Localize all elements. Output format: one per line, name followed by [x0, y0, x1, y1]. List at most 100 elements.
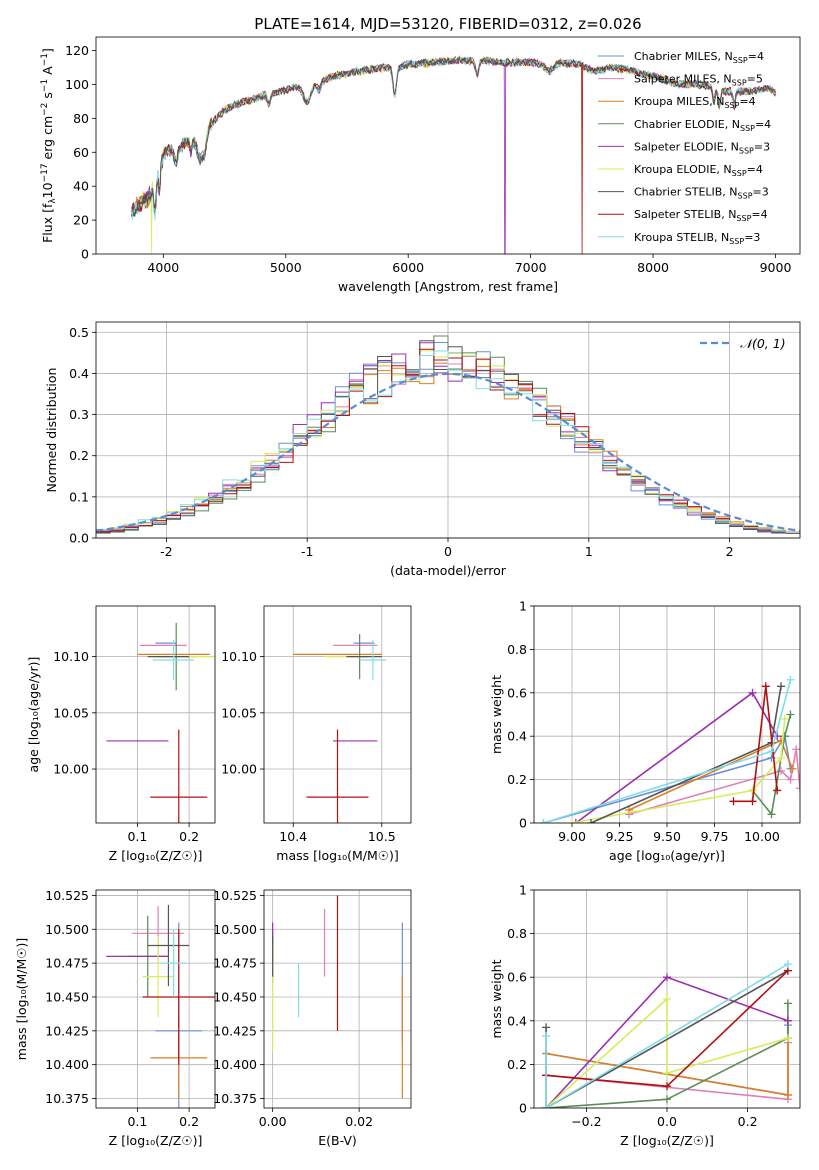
weight-marker	[748, 797, 757, 806]
errorbar	[147, 904, 190, 987]
weight-marker	[780, 714, 789, 723]
legend-name: Chabrier MILES, N	[634, 50, 733, 63]
weight-marker	[568, 819, 576, 823]
plot-area	[106, 622, 215, 823]
x-tick-label: 6000	[392, 260, 424, 275]
y-tick-label: 0.6	[507, 685, 527, 700]
weight-marker	[783, 960, 792, 969]
weight-line	[733, 685, 778, 803]
ticks: 4000 5000 6000 7000 8000 9000 0 20 40 60 80 100 120	[65, 43, 791, 275]
weight-marker	[542, 1023, 551, 1032]
y-axis-label: Flux [fλ10−17 erg cm−2 s−1 A−1]	[40, 48, 58, 243]
ticks: 10.4 10.5 10.00 10.05 10.10	[221, 649, 395, 844]
weight-marker	[773, 732, 782, 741]
x-tick-label: 2	[726, 544, 734, 559]
y-tick-label: 10.400	[213, 1057, 257, 1072]
y-tick-label: 0.2	[69, 448, 89, 463]
weight-marker	[761, 682, 770, 691]
ticks: −0.2 0.0 0.2 0 0.2 0.4 0.6 0.8 1	[507, 883, 757, 1130]
y-tick-label: 0	[519, 1101, 527, 1116]
y-tick-label: 0.0	[69, 531, 89, 546]
y-tick-label: 10.450	[45, 989, 89, 1004]
age-vs-mass-panel: 10.4 10.5 10.00 10.05 10.10 mass [log₁₀(M/M☉)…	[221, 605, 412, 863]
legend-label: Salpeter MILES, NSSP=5	[634, 73, 763, 88]
weight-marker	[786, 710, 795, 719]
mass-vs-reddening-panel: 0.00 0.02 10.375 10.400 10.425 10.450 10.475 10…	[213, 888, 412, 1148]
weight-marker	[767, 747, 776, 756]
gridlines	[534, 605, 800, 824]
legend-name: Chabrier STELIB, N	[634, 186, 738, 199]
legend-name: Kroupa STELIB, N	[634, 231, 729, 244]
y-tick-label: 100	[65, 77, 89, 92]
plot-area	[272, 895, 403, 1099]
spectrum-line	[131, 56, 776, 217]
y-tick-label: 10.10	[221, 649, 257, 664]
plot-area	[96, 335, 800, 534]
x-tick-label: 0	[444, 544, 452, 559]
x-tick-label: 0.1	[127, 1114, 147, 1129]
weight-marker	[542, 1032, 551, 1041]
legend-suffix: =3	[744, 231, 760, 244]
legend-sub: SSP	[733, 56, 748, 65]
plot-area	[542, 960, 792, 1108]
y-tick-label: 120	[65, 43, 89, 58]
weight-marker	[767, 810, 776, 819]
y-tick-label: 0.2	[507, 1057, 527, 1072]
legend-label: Kroupa ELODIE, NSSP=4	[634, 163, 763, 178]
weight-line	[571, 718, 786, 823]
y-axis-label-part: −17	[40, 163, 50, 182]
legend-name: Salpeter ELODIE, N	[634, 140, 739, 153]
weight-marker	[788, 764, 797, 773]
legend-label: Kroupa MILES, NSSP=4	[634, 95, 756, 110]
x-tick-label: 1	[585, 544, 593, 559]
weight-marker	[663, 995, 671, 1003]
y-axis-label-part: s	[40, 92, 55, 103]
axes-frame	[95, 36, 801, 255]
y-tick-label: 10.05	[53, 705, 89, 720]
weight-marker	[777, 682, 785, 691]
plot-area	[131, 55, 776, 254]
legend: 𝒩(0, 1)	[700, 336, 786, 351]
legend-name: Kroupa MILES, N	[634, 95, 724, 108]
weight-marker	[783, 1016, 792, 1025]
weight-marker	[783, 1090, 792, 1099]
legend-name: Salpeter MILES, N	[634, 73, 732, 86]
y-tick-label: 0.4	[507, 1013, 527, 1028]
x-tick-label: 10.5	[368, 829, 396, 844]
x-axis-label: wavelength [Angstrom, rest frame]	[338, 279, 558, 294]
y-tick-label: 10.375	[213, 1091, 257, 1106]
axes-frame	[533, 605, 801, 824]
x-tick-label: −0.2	[571, 1114, 601, 1129]
weight-marker	[663, 973, 671, 982]
legend-label: Chabrier STELIB, NSSP=3	[634, 186, 769, 201]
x-axis-label: Z [log₁₀(Z/Z☉)]	[109, 1133, 203, 1148]
y-tick-label: 10.05	[221, 705, 257, 720]
legend-suffix: =4	[755, 118, 771, 131]
spectrum-panel: 4000 5000 6000 7000 8000 9000 0 20 40 60 80 100 120 w…	[40, 36, 801, 294]
x-tick-label: -2	[160, 544, 172, 559]
y-tick-label: 10.00	[221, 762, 257, 777]
axes-frame	[95, 889, 216, 1109]
mass-vs-metallicity-panel: 0.1 0.2 10.375 10.400 10.425 10.450 10.475 10.5…	[14, 888, 216, 1148]
y-tick-label: 10.500	[45, 922, 89, 937]
y-axis-label: mass [log₁₀(M/M☉)]	[14, 938, 29, 1060]
y-tick-label: 0.3	[69, 407, 89, 422]
x-tick-label: 0.0	[657, 1114, 677, 1129]
x-tick-label: 0.2	[179, 1114, 199, 1129]
y-tick-label: 20	[73, 213, 89, 228]
plot-area	[293, 634, 387, 823]
gridlines	[96, 890, 215, 1108]
y-tick-label: 10.525	[45, 888, 89, 903]
x-tick-label: -1	[301, 544, 313, 559]
weight-marker	[587, 819, 595, 823]
weight-marker	[663, 1095, 671, 1104]
weight-marker	[729, 797, 738, 806]
weight-marker	[542, 1104, 551, 1108]
age-vs-metallicity-panel: 0.1 0.2 10.00 10.05 10.10 Z [log₁₀(Z/Z☉)] age …	[26, 605, 216, 863]
x-tick-label: 0.2	[179, 829, 199, 844]
weight-marker	[748, 786, 757, 795]
normal-curve	[96, 372, 800, 532]
y-axis-label: Normed distribution	[44, 368, 59, 493]
errorbar	[150, 729, 208, 823]
legend-sub: SSP	[740, 124, 755, 133]
